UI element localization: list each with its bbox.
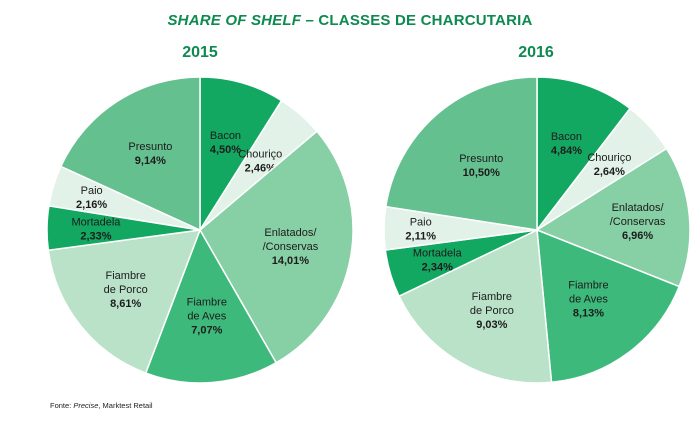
pie-2015-value-paio: 2,16% [76,199,107,211]
pie-2016-category-chourico: Chouriço [587,152,631,164]
pie-2015-value-mortadela: 2,33% [80,231,111,243]
pie-2015-category-fiambre-de-aves: de Aves [187,310,226,322]
pie-2016-slice-fiambre-de-aves [536,228,681,384]
pie-2016-slice-bacon [536,76,632,233]
source-prefix: Fonte: [50,401,74,410]
pie-2016-title: 2016 [518,44,554,61]
pie-2015-label-presunto: Presunto 9,14% [128,141,172,167]
pie-2016-category-bacon: Bacon [551,131,582,143]
pie-2015-label-fiambre-de-aves: Fiambre de Aves 7,07% [187,296,227,336]
source-note: Fonte: Precise, Marktest Retail [50,401,153,410]
pie-2015-category-bacon: Bacon [210,130,241,142]
pie-2016-slice-enlatados-conservas [535,147,691,288]
pie-2015-label-paio: Paio 2,16% [76,185,107,211]
chart-title: SHARE OF SHELF – CLASSES DE CHARCUTARIA [0,12,700,29]
pie-2016-category-enlatados-conservas: /Conservas [610,216,666,228]
pie-2016-value-bacon: 4,84% [551,145,582,157]
pie-2016-category-paio: Paio [410,217,432,229]
pie-2016-label-paio: Paio 2,11% [405,217,436,243]
pie-2016-category-fiambre-de-aves: Fiambre [568,280,608,292]
pie-2016-label-bacon: Bacon 4,84% [551,131,582,157]
pie-2015-value-fiambre-de-porco: 8,61% [110,298,141,310]
pie-2015: Bacon 4,50%Chouriço 2,46%Enlatados//Conser… [46,76,354,384]
pie-2016-value-presunto: 10,50% [463,167,501,179]
pie-2016-category-fiambre-de-porco: Fiambre [472,291,512,303]
pie-2016-value-enlatados-conservas: 6,96% [622,230,653,242]
pie-2016-value-mortadela: 2,34% [422,262,453,274]
pie-2015-category-mortadela: Mortadela [72,217,122,229]
pie-2015-value-fiambre-de-aves: 7,07% [191,324,222,336]
pie-2015-value-enlatados-conservas: 14,01% [272,255,310,267]
pie-2016-slice-fiambre-de-porco [398,228,553,384]
pie-2016-category-fiambre-de-porco: de Porco [470,305,514,317]
source-italic: Precise [73,401,99,410]
pie-2016-value-fiambre-de-aves: 8,13% [573,308,604,320]
pie-2016-label-fiambre-de-aves: Fiambre de Aves 8,13% [568,280,608,320]
chart-title-italic: SHARE OF SHELF [167,12,302,29]
pie-2016-value-paio: 2,11% [405,231,436,243]
pie-2015-title: 2015 [182,44,218,61]
pie-2015-category-fiambre-de-aves: Fiambre [187,296,227,308]
pie-2015-category-enlatados-conservas: Enlatados/ [264,227,317,239]
pie-2016-slice-presunto [384,76,538,231]
pie-2015-slice-fiambre-de-aves [144,228,278,384]
pie-2016-label-fiambre-de-porco: Fiambre de Porco 9,03% [470,291,514,331]
pie-2015-slice-bacon [199,76,283,233]
pie-2016-label-enlatados-conservas: Enlatados/ /Conservas 6,96% [610,202,666,242]
pie-2016-label-mortadela: Mortadela 2,34% [413,248,463,274]
pie-2015-slice-fiambre-de-porco [47,229,202,375]
pie-2015-value-presunto: 9,14% [135,155,166,167]
pie-2015-label-mortadela: Mortadela 2,33% [72,217,122,243]
pie-2015-label-bacon: Bacon 4,50% [210,130,241,156]
pie-2016-label-chourico: Chouriço 2,64% [587,152,631,178]
pie-2015-category-enlatados-conservas: /Conservas [263,241,319,253]
pie-2015-label-enlatados-conservas: Enlatados/ /Conservas 14,01% [263,227,319,267]
pie-2015-slice-presunto [59,76,201,232]
pie-2015-category-fiambre-de-porco: de Porco [104,284,148,296]
pie-2015-category-chourico: Chouriço [238,149,282,161]
pie-2016-category-mortadela: Mortadela [413,248,463,260]
pie-2015-label-fiambre-de-porco: Fiambre de Porco 8,61% [104,270,148,310]
pie-2016-category-enlatados-conservas: Enlatados/ [612,202,665,214]
pie-2016: Bacon 4,84% Chouriço 2,64% Enlatados/ /Conser… [383,76,691,384]
pie-2015-value-bacon: 4,50% [210,144,241,156]
pie-2015-category-paio: Paio [81,185,103,197]
pie-2016-category-presunto: Presunto [459,153,503,165]
pie-2016-value-fiambre-de-porco: 9,03% [476,319,507,331]
pie-2016-category-fiambre-de-aves: de Aves [569,294,608,306]
pie-2015-slice-enlatados-conservas [199,130,354,364]
chart-title-rest: – CLASSES DE CHARCUTARIA [301,12,533,29]
pie-2016-label-presunto: Presunto 10,50% [459,153,503,179]
pie-2015-category-fiambre-de-porco: Fiambre [106,270,146,282]
pie-2015-category-presunto: Presunto [128,141,172,153]
source-suffix: , Marktest Retail [98,401,153,410]
pie-2016-value-chourico: 2,64% [594,166,625,178]
